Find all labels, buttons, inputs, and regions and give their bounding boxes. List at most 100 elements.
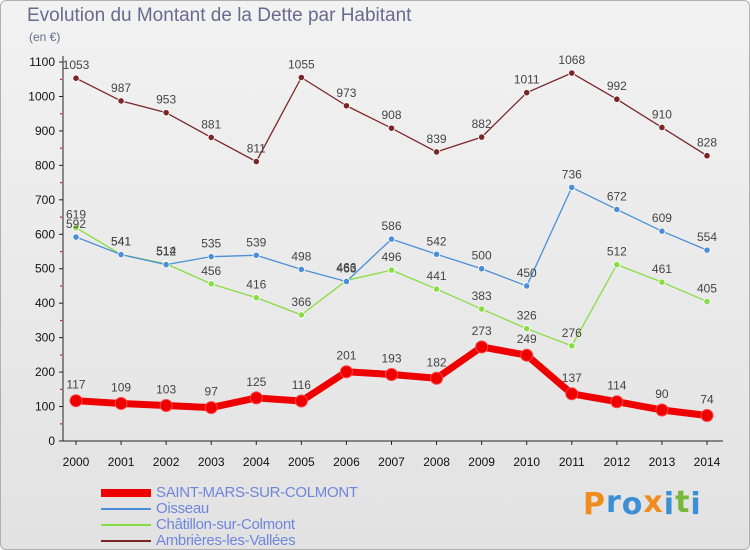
y-minor-tick <box>60 147 62 149</box>
x-tick-label: 2011 <box>559 455 585 469</box>
data-label: 1055 <box>288 58 315 72</box>
data-point <box>162 109 170 117</box>
data-point <box>294 394 308 408</box>
data-label: 500 <box>472 249 492 263</box>
data-point <box>297 73 305 82</box>
data-point <box>703 297 711 306</box>
data-point <box>703 152 711 160</box>
data-point <box>568 69 576 77</box>
data-point <box>387 124 396 132</box>
data-point <box>252 157 260 166</box>
x-tick-label: 2008 <box>423 455 450 469</box>
y-tick-label: 100 <box>35 400 55 414</box>
data-label: 90 <box>655 387 669 401</box>
x-tick-label: 2004 <box>243 455 270 469</box>
data-label: 496 <box>381 250 401 264</box>
data-label: 586 <box>381 219 401 233</box>
y-tick-label: 200 <box>35 365 55 379</box>
data-label: 193 <box>381 352 401 366</box>
data-point <box>610 395 624 409</box>
data-point <box>297 311 305 319</box>
data-label: 97 <box>205 385 219 399</box>
data-label: 74 <box>700 393 714 407</box>
legend: SAINT-MARS-SUR-COLMONT Oisseau Châtillon-s… <box>101 485 421 549</box>
data-label: 881 <box>201 117 221 131</box>
data-point <box>117 97 125 105</box>
data-point <box>475 340 489 354</box>
logo-letter: i <box>690 487 702 522</box>
logo-letter: o <box>621 487 644 522</box>
data-point <box>703 246 711 254</box>
data-label: 116 <box>292 378 311 392</box>
y-minor-tick <box>60 113 62 115</box>
data-label: 137 <box>562 371 582 385</box>
data-label: 1053 <box>63 58 90 72</box>
data-point <box>207 280 215 288</box>
x-tick-label: 2005 <box>288 455 315 469</box>
data-label: 514 <box>156 244 176 258</box>
data-point <box>478 133 486 141</box>
data-label: 249 <box>517 332 537 346</box>
proxiti-logo: Proxiti <box>583 485 702 522</box>
data-point <box>655 403 669 417</box>
legend-swatch <box>101 540 151 542</box>
data-point <box>523 325 531 333</box>
legend-item: SAINT-MARS-SUR-COLMONT <box>101 485 421 501</box>
data-label: 125 <box>246 375 266 389</box>
data-label: 987 <box>111 81 131 95</box>
data-point <box>207 133 215 142</box>
data-label: 1011 <box>514 73 540 87</box>
y-tick-label: 900 <box>35 124 55 138</box>
data-point <box>568 183 576 192</box>
data-point <box>658 227 666 235</box>
data-label: 539 <box>246 235 266 249</box>
data-point <box>430 371 444 385</box>
y-minor-tick <box>60 319 62 322</box>
data-label: 839 <box>427 132 447 146</box>
data-point <box>520 348 534 362</box>
data-label: 811 <box>247 142 266 156</box>
data-point <box>478 305 486 313</box>
data-label: 992 <box>607 79 627 93</box>
data-point <box>565 387 579 401</box>
data-label: 592 <box>66 217 86 231</box>
data-point <box>658 278 666 286</box>
data-label: 828 <box>697 136 717 150</box>
data-point <box>613 95 621 103</box>
data-point <box>72 224 80 232</box>
data-point <box>523 282 531 290</box>
data-label: 405 <box>697 281 717 295</box>
data-label: 416 <box>246 278 266 292</box>
data-point <box>658 123 666 132</box>
data-label: 276 <box>562 326 582 340</box>
y-minor-tick <box>60 251 62 253</box>
data-point <box>613 205 621 214</box>
y-tick-label: 1000 <box>28 89 55 103</box>
data-label: 908 <box>381 108 401 122</box>
y-minor-tick <box>60 388 62 391</box>
x-tick-label: 2009 <box>468 455 495 469</box>
data-label: 609 <box>652 211 672 225</box>
data-point <box>342 102 351 110</box>
data-label: 619 <box>66 208 86 222</box>
data-point <box>114 396 128 410</box>
x-tick-label: 2014 <box>694 455 721 469</box>
x-tick-label: 2006 <box>333 455 360 469</box>
data-label: 672 <box>607 189 627 203</box>
data-label: 273 <box>472 324 492 338</box>
data-label: 182 <box>427 355 447 369</box>
y-tick-label: 700 <box>35 193 55 207</box>
data-label: 366 <box>291 295 311 309</box>
data-point <box>432 250 441 258</box>
y-minor-tick <box>60 354 62 356</box>
x-tick-label: 2000 <box>63 455 90 469</box>
data-point <box>568 342 576 350</box>
data-point <box>204 401 218 415</box>
y-tick-label: 400 <box>35 296 55 310</box>
x-tick-label: 2001 <box>108 455 135 469</box>
data-label: 1068 <box>558 53 585 67</box>
data-point <box>342 277 351 286</box>
data-label: 542 <box>427 234 447 248</box>
x-tick-label: 2007 <box>378 455 405 469</box>
